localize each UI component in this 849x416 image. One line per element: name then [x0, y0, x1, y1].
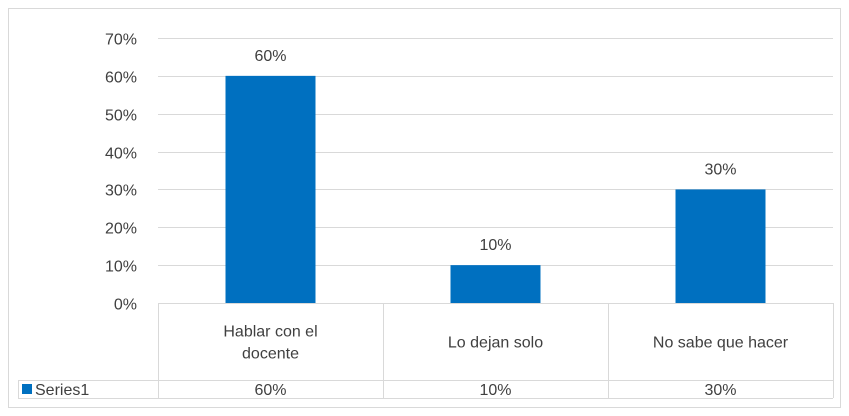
category-label: Lo dejan solo	[448, 335, 543, 352]
bar	[450, 265, 541, 303]
category-label: No sabe que hacer	[653, 335, 789, 352]
table-value: 30%	[704, 382, 736, 399]
y-tick-label: 60%	[105, 70, 137, 87]
y-tick-label: 40%	[105, 146, 137, 163]
data-labels: 60% 10% 30%	[254, 48, 736, 254]
y-tick-label: 20%	[105, 221, 137, 238]
legend-swatch	[22, 384, 32, 394]
data-label: 30%	[704, 161, 736, 178]
y-tick-label: 70%	[105, 32, 137, 49]
y-axis-tick-labels: 0% 10% 20% 30% 40% 50% 60% 70%	[105, 32, 137, 314]
y-tick-label: 10%	[105, 259, 137, 276]
bars	[225, 75, 766, 303]
bar	[675, 189, 766, 303]
data-label: 10%	[479, 237, 511, 254]
y-tick-label: 0%	[114, 297, 137, 314]
table-value: 60%	[254, 382, 286, 399]
bar	[225, 75, 316, 303]
legend-series-name: Series1	[35, 382, 89, 399]
table-value: 10%	[479, 382, 511, 399]
y-tick-label: 30%	[105, 183, 137, 200]
data-table: Hablar con el docente 60% Lo dejan solo 10% N…	[18, 303, 834, 399]
category-label: Hablar con el	[223, 324, 317, 341]
y-tick-label: 50%	[105, 108, 137, 125]
category-label: docente	[242, 346, 299, 363]
data-label: 60%	[254, 48, 286, 65]
